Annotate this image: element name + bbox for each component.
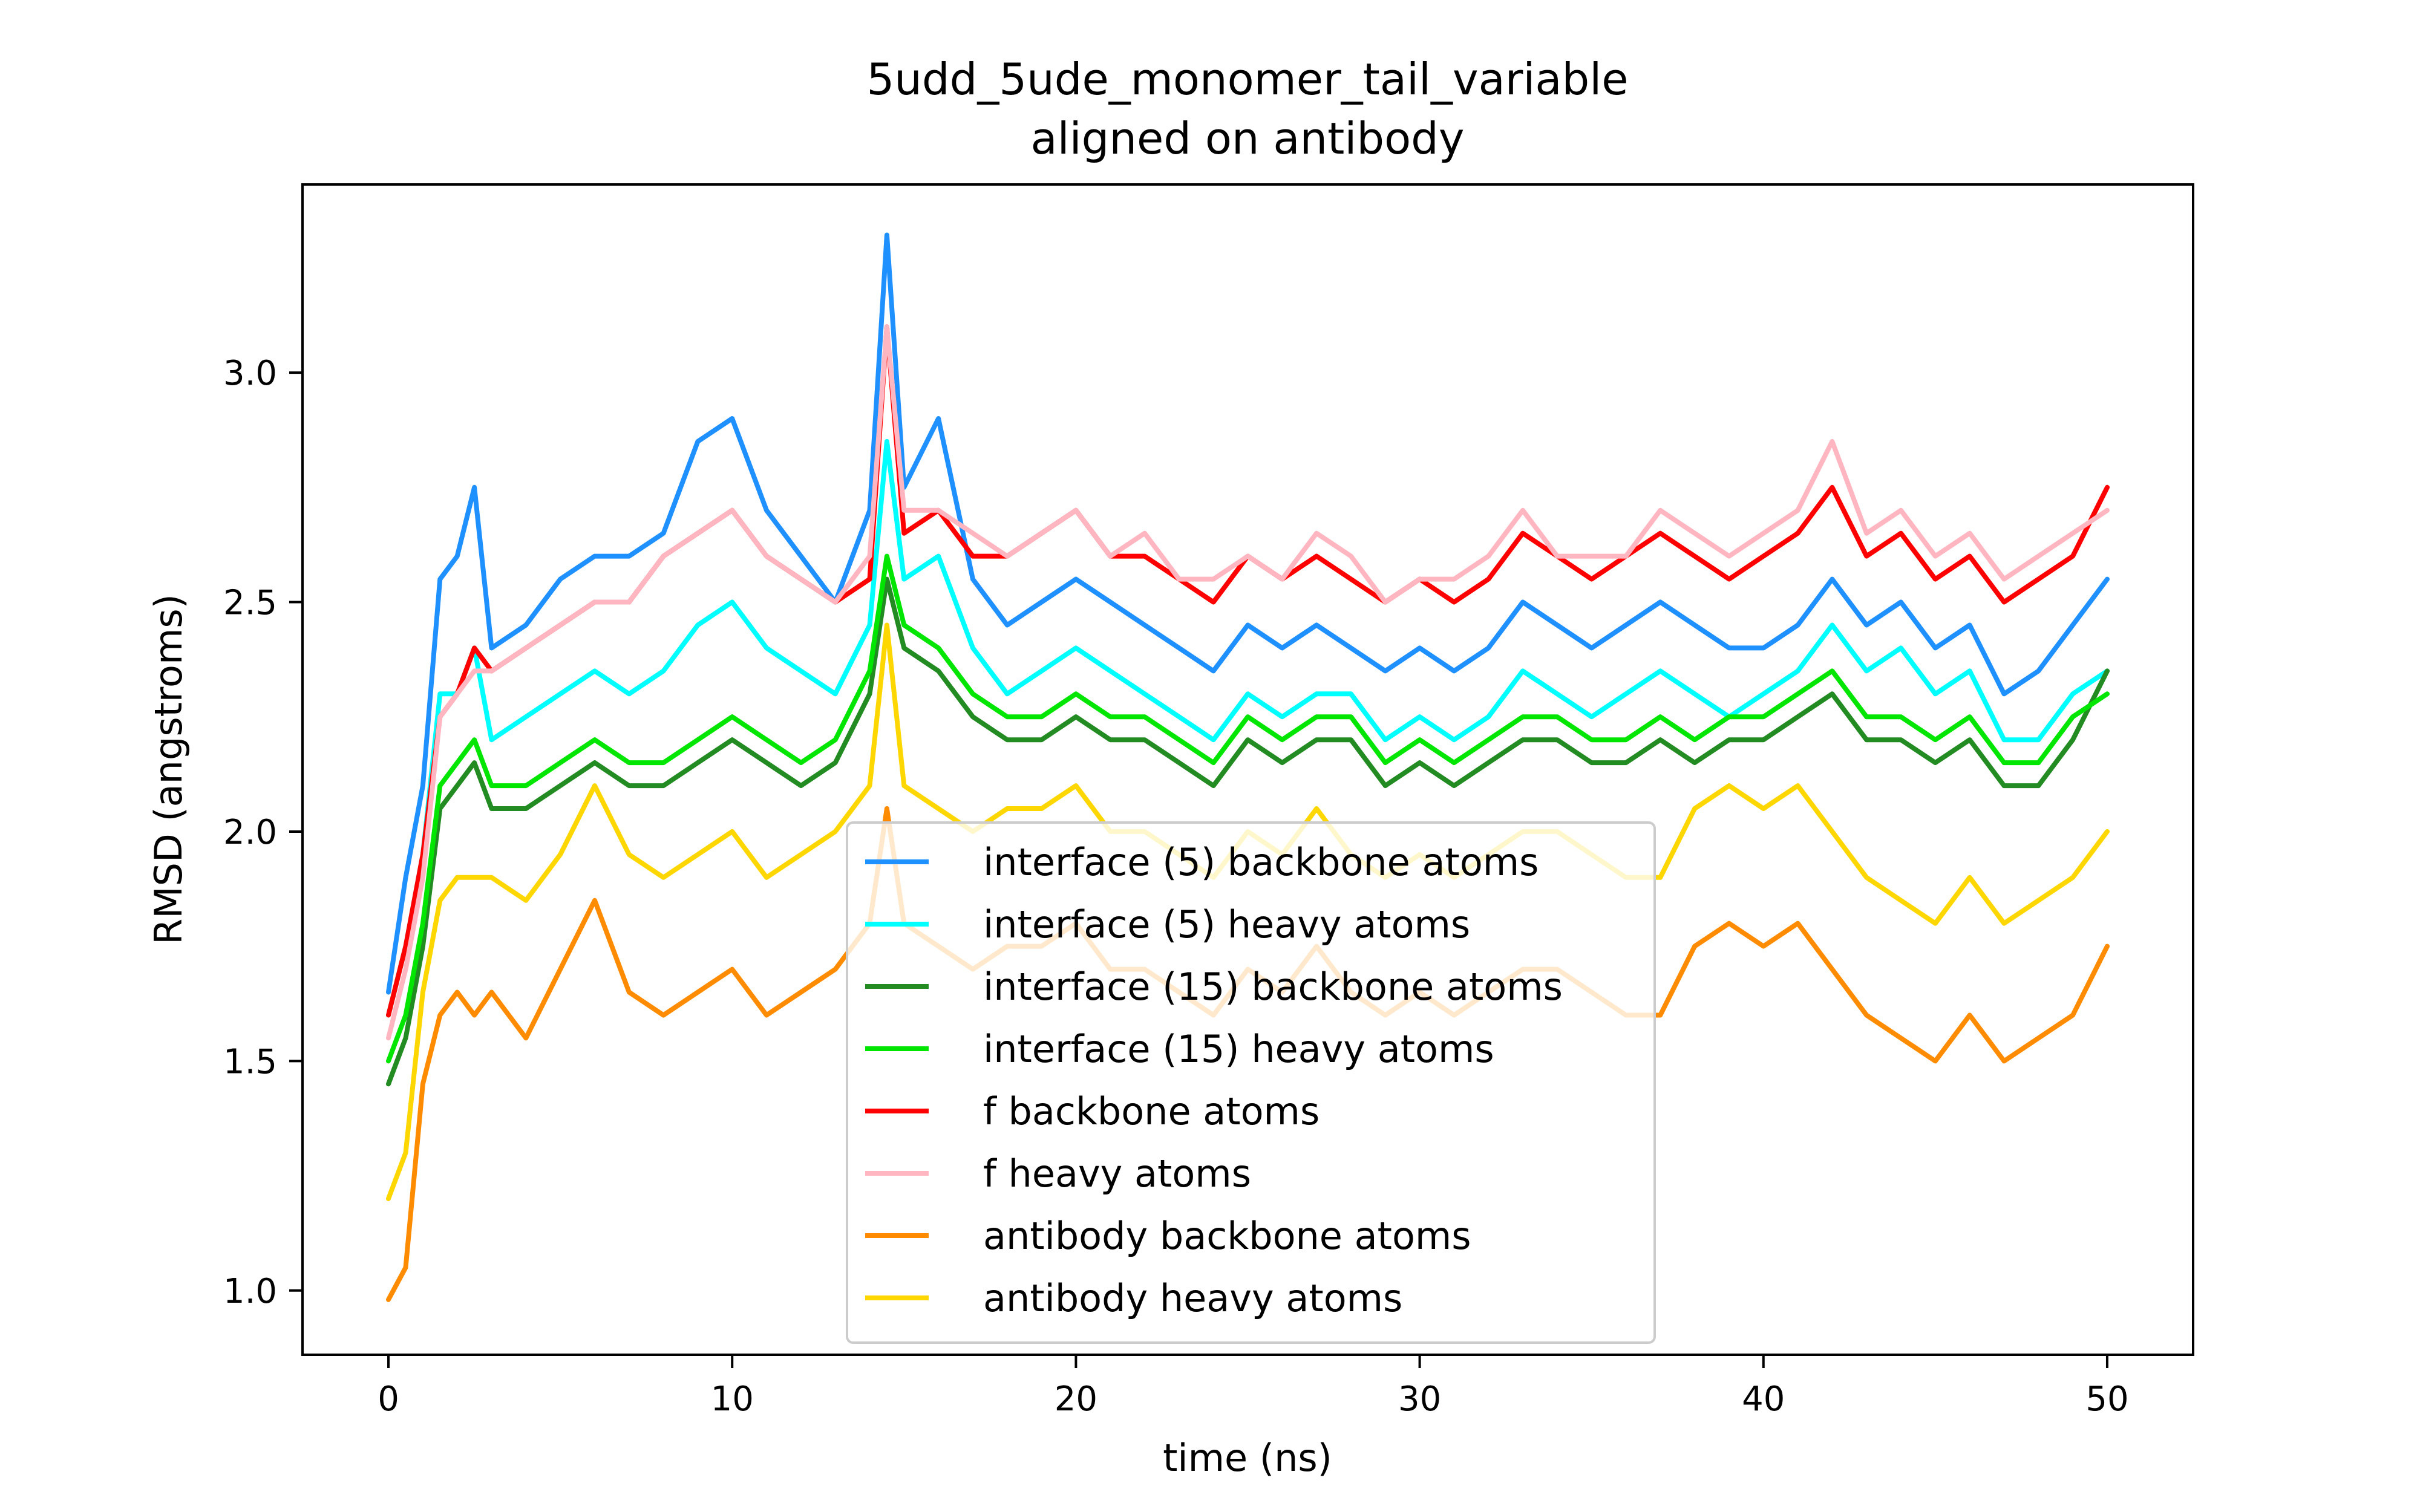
series-line-1 — [386, 232, 2110, 995]
legend-label-7: antibody backbone atoms — [983, 1214, 1471, 1258]
y-tick-label: 1.5 — [223, 1042, 277, 1081]
legend-label-3: interface (15) backbone atoms — [983, 965, 1563, 1009]
series-line-2 — [386, 438, 2110, 1018]
y-tick-label: 3.0 — [223, 354, 277, 393]
series-line-6 — [386, 324, 2110, 1041]
legend-label-1: interface (5) backbone atoms — [983, 840, 1539, 884]
legend-label-8: antibody heavy atoms — [983, 1276, 1402, 1320]
y-tick-label: 1.0 — [223, 1272, 277, 1311]
series-layer — [386, 232, 2110, 1302]
series-line-3 — [386, 576, 2110, 1087]
x-axis: 0 10 20 30 40 50 — [378, 1355, 2129, 1419]
legend-label-5: f backbone atoms — [983, 1089, 1320, 1133]
series-line-4 — [386, 553, 2110, 1064]
x-tick-label: 30 — [1398, 1380, 1441, 1419]
x-tick-label: 10 — [711, 1380, 754, 1419]
x-tick-label: 20 — [1055, 1380, 1097, 1419]
legend-label-2: interface (5) heavy atoms — [983, 902, 1470, 947]
x-tick-label: 0 — [378, 1380, 399, 1419]
y-axis: 1.0 1.5 2.0 2.5 3.0 — [223, 354, 302, 1311]
legend-box — [846, 821, 1656, 1344]
legend-label-4: interface (15) heavy atoms — [983, 1027, 1494, 1071]
x-tick-label: 50 — [2085, 1380, 2128, 1419]
x-tick-label: 40 — [1742, 1380, 1785, 1419]
y-axis-label: RMSD (angstroms) — [146, 594, 191, 945]
y-tick-label: 2.5 — [223, 584, 277, 623]
chart-subtitle: aligned on antibody — [1031, 113, 1465, 164]
legend-label-6: f heavy atoms — [983, 1152, 1251, 1196]
chart-title: 5udd_5ude_monomer_tail_variable — [866, 54, 1628, 105]
legend: interface (5) backbone atoms interface (5… — [846, 821, 1656, 1344]
plot-frame — [301, 183, 2194, 1356]
y-tick-label: 2.0 — [223, 813, 277, 852]
x-axis-label: time (ns) — [1163, 1436, 1332, 1480]
